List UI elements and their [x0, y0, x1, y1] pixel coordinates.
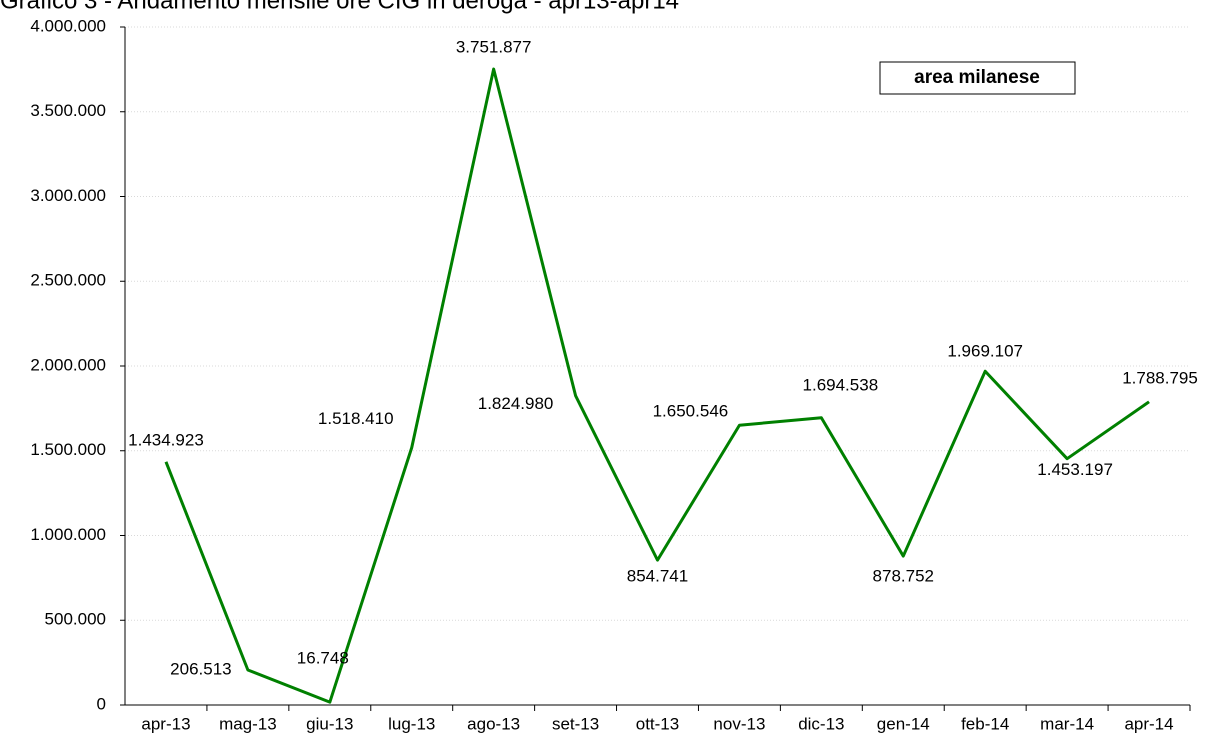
- x-tick-label: ott-13: [636, 714, 679, 733]
- x-tick-label: feb-14: [961, 714, 1009, 733]
- legend-box: [879, 61, 1076, 95]
- x-tick-label: apr-13: [141, 714, 190, 733]
- data-label: 1.434.923: [128, 430, 204, 449]
- x-tick-label: giu-13: [306, 714, 353, 733]
- y-tick-label: 3.500.000: [30, 101, 106, 120]
- x-tick-label: lug-13: [388, 714, 435, 733]
- y-tick-label: 1.500.000: [30, 440, 106, 459]
- legend-label: area milanese: [914, 67, 1040, 88]
- data-label: 1.518.410: [318, 409, 394, 428]
- y-tick-label: 0: [97, 694, 106, 713]
- chart-title: Grafico 3 - Andamento mensile ore CIG in…: [0, 0, 679, 14]
- y-tick-label: 4.000.000: [30, 16, 106, 35]
- x-tick-label: nov-13: [713, 714, 765, 733]
- x-tick-label: dic-13: [798, 714, 844, 733]
- x-tick-label: mar-14: [1040, 714, 1094, 733]
- data-label: 16.748: [297, 649, 349, 668]
- line: [164, 67, 1150, 704]
- x-tick-label: mag-13: [219, 714, 277, 733]
- data-label: 1.694.538: [803, 375, 879, 394]
- data-label: 1.453.197: [1037, 460, 1113, 479]
- y-tick-label: 2.500.000: [30, 271, 106, 290]
- y-tick-label: 3.000.000: [30, 186, 106, 205]
- y-tick-label: 500.000: [45, 610, 106, 629]
- x-tick-label: apr-14: [1124, 714, 1173, 733]
- x-tick-label: gen-14: [877, 714, 930, 733]
- data-label: 206.513: [170, 659, 231, 678]
- data-label: 878.752: [873, 567, 934, 586]
- data-label: 1.650.546: [653, 402, 729, 421]
- data-label: 1.824.980: [478, 394, 554, 413]
- y-tick-label: 2.000.000: [30, 355, 106, 374]
- data-label: 3.751.877: [456, 38, 532, 57]
- data-label: 1.969.107: [947, 342, 1023, 361]
- y-tick-label: 1.000.000: [30, 525, 106, 544]
- data-label: 1.788.795: [1122, 368, 1198, 387]
- data-label: 854.741: [627, 567, 688, 586]
- x-tick-label: set-13: [552, 714, 599, 733]
- x-tick-label: ago-13: [467, 714, 520, 733]
